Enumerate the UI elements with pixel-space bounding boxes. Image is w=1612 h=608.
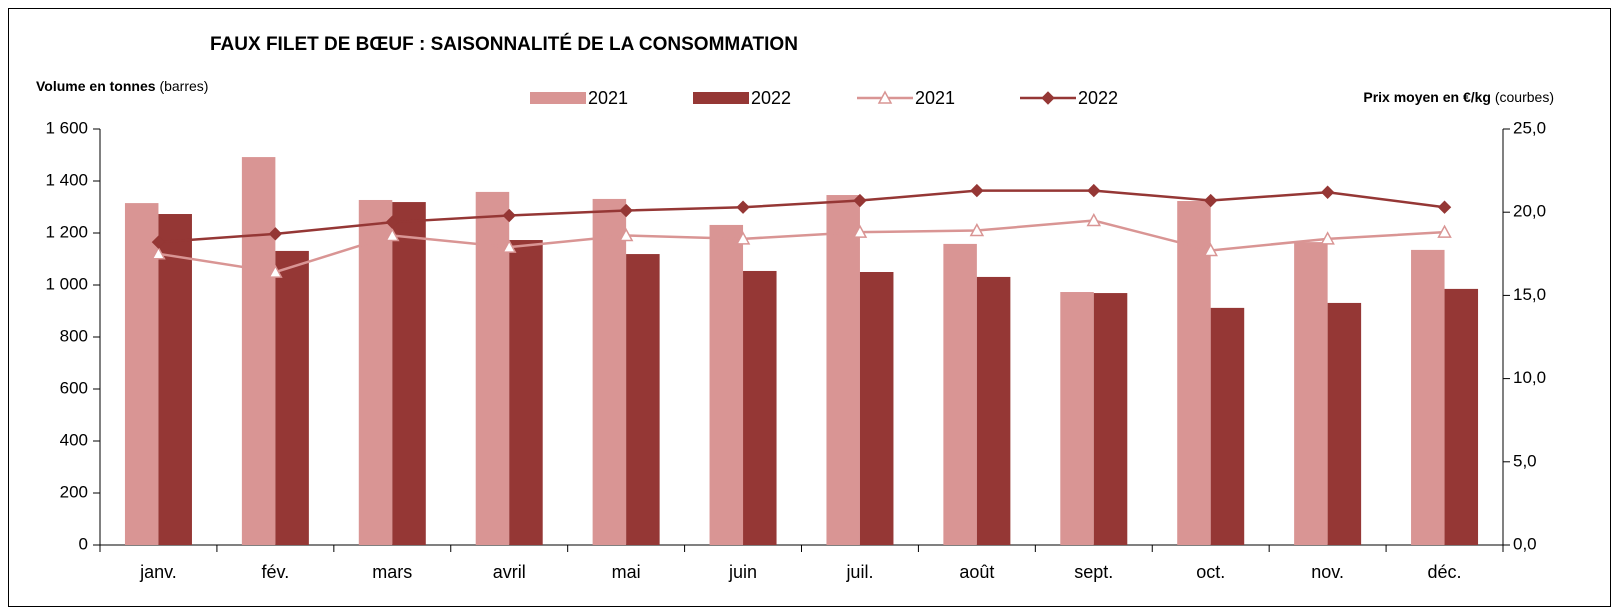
point-marker [1437,224,1452,238]
x-tick-label: sept. [1074,562,1113,582]
x-tick-label: janv. [139,562,177,582]
point-marker [1320,185,1335,199]
legend-label: 2022 [751,88,791,108]
point-marker [618,227,634,242]
y2-tick-label: 10,0 [1513,368,1546,387]
x-tick-label: avril [493,562,526,582]
y2-tick-label: 0,0 [1513,534,1537,553]
legend-marker [877,90,893,104]
bar [1327,302,1362,545]
bar [1093,293,1128,545]
point-marker [151,246,166,260]
y-tick-label: 600 [60,378,88,397]
legend-swatch [530,92,586,104]
bar [943,243,977,546]
point-marker [501,239,517,253]
bar [859,272,894,545]
y2-tick-label: 15,0 [1513,285,1546,304]
legend-label: 2022 [1078,88,1118,108]
y2-label-bold: Prix moyen en €/kg [1363,89,1491,105]
bar [275,250,309,545]
point-marker [151,235,166,249]
chart-title: FAUX FILET DE BŒUF : SAISONNALITÉ DE LA … [210,33,798,55]
x-tick-label: juil. [845,562,873,582]
point-marker [502,208,516,223]
x-tick-label: mars [372,562,412,582]
y2-tick-label: 5,0 [1513,451,1537,470]
y-tick-label: 400 [60,430,88,449]
y2-label-normal: (courbes) [1495,89,1554,105]
y2-tick-label: 25,0 [1513,118,1546,137]
point-marker [268,264,283,278]
legend-label: 2021 [588,88,628,108]
line [158,219,1445,274]
point-marker [735,231,751,245]
x-tick-label: juin [728,562,757,582]
point-marker [970,183,984,198]
legend-label: 2021 [915,88,955,108]
line [158,189,1445,244]
bar [124,203,159,545]
point-marker [268,227,283,241]
bar [509,240,543,545]
bar [1210,307,1245,545]
point-marker [619,203,633,218]
bar [976,276,1011,545]
y2-axis-label: Prix moyen en €/kg (courbes) [1363,89,1554,105]
point-marker [1087,183,1101,198]
y-tick-label: 200 [60,482,88,501]
bar [626,254,660,545]
point-marker [1204,193,1218,208]
y-tick-label: 1 000 [45,274,88,293]
point-marker [852,224,868,238]
x-tick-label: déc. [1428,562,1462,582]
legend-marker [1041,91,1055,105]
x-tick-label: nov. [1311,562,1344,582]
bar [392,202,426,545]
y-label-bold: Volume en tonnes [36,78,156,94]
x-tick-label: mai [612,562,641,582]
bar [1060,292,1094,545]
bar [1444,288,1479,545]
bar [1411,249,1445,545]
point-marker [969,222,985,237]
point-marker [736,200,750,214]
bar [1177,201,1211,545]
x-tick-label: fév. [262,562,290,582]
y-tick-label: 0 [79,534,88,553]
y-label-normal: (barres) [159,78,208,94]
x-tick-label: août [959,562,994,582]
bar [358,199,393,546]
y-tick-label: 800 [60,326,88,345]
point-marker [1320,231,1335,245]
legend-swatch [693,92,749,104]
bar [826,195,860,546]
y-tick-label: 1 200 [45,222,88,241]
point-marker [385,215,399,229]
point-marker [853,193,867,208]
bar [709,224,744,545]
y-tick-label: 1 400 [45,170,88,189]
bar [158,214,192,545]
bar [241,157,276,545]
bar [743,270,777,545]
y2-tick-label: 20,0 [1513,202,1546,221]
y-tick-label: 1 600 [45,118,88,137]
point-marker [1437,200,1452,214]
x-tick-label: oct. [1196,562,1225,582]
point-marker [1086,212,1102,227]
point-marker [385,227,400,242]
bar [592,198,627,545]
bar [1294,242,1328,545]
y-axis-label: Volume en tonnes (barres) [36,78,208,94]
point-marker [1203,242,1218,257]
